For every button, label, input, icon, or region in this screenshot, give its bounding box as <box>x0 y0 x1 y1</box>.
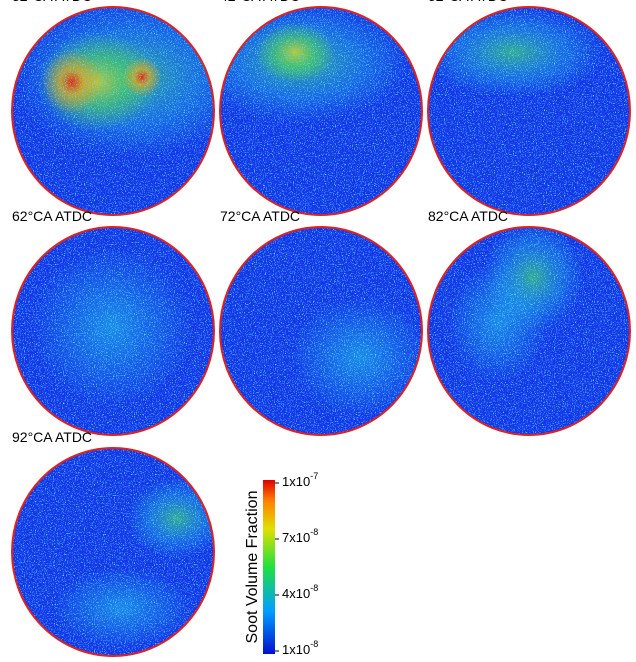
soot-image <box>190 2 422 215</box>
tick-base: 7x10 <box>282 530 310 545</box>
colorbar-title: Soot Volume Fraction <box>244 491 261 644</box>
tick-label: 4x10-8 <box>282 583 318 601</box>
speckle <box>220 7 422 215</box>
tick-exp: -7 <box>310 471 318 481</box>
soot-image <box>423 7 630 215</box>
tick-label: 7x10-8 <box>282 527 318 545</box>
speckle <box>428 227 630 435</box>
speckle <box>12 227 214 435</box>
tick-label: 1x10-8 <box>282 639 318 657</box>
colorbar <box>263 480 275 654</box>
panel-label: 52°CA ATDC <box>428 0 508 4</box>
tick-exp: -8 <box>310 527 318 537</box>
soot-image <box>12 448 227 656</box>
soot-image <box>12 227 214 435</box>
tick-base: 1x10 <box>282 474 310 489</box>
panel-label: 42°CA ATDC <box>220 0 300 4</box>
figure: Soot Volume Fraction 32°CA ATDC 42°CA ATD… <box>0 0 636 662</box>
panel-label: 72°CA ATDC <box>220 208 300 224</box>
tick-base: 1x10 <box>282 642 310 657</box>
tick-label: 1x10-7 <box>282 471 318 489</box>
panel-label: 92°CA ATDC <box>12 429 92 445</box>
speckle <box>12 448 214 656</box>
panel-label: 62°CA ATDC <box>12 208 92 224</box>
speckle <box>428 7 630 215</box>
speckle <box>12 7 214 215</box>
speckle <box>220 227 422 435</box>
panel-label: 32°CA ATDC <box>12 0 92 4</box>
soot-image <box>428 222 630 435</box>
tick-exp: -8 <box>310 583 318 593</box>
tick-base: 4x10 <box>282 586 310 601</box>
soot-image <box>220 227 430 435</box>
tick-exp: -8 <box>310 639 318 649</box>
panel-label: 82°CA ATDC <box>428 208 508 224</box>
